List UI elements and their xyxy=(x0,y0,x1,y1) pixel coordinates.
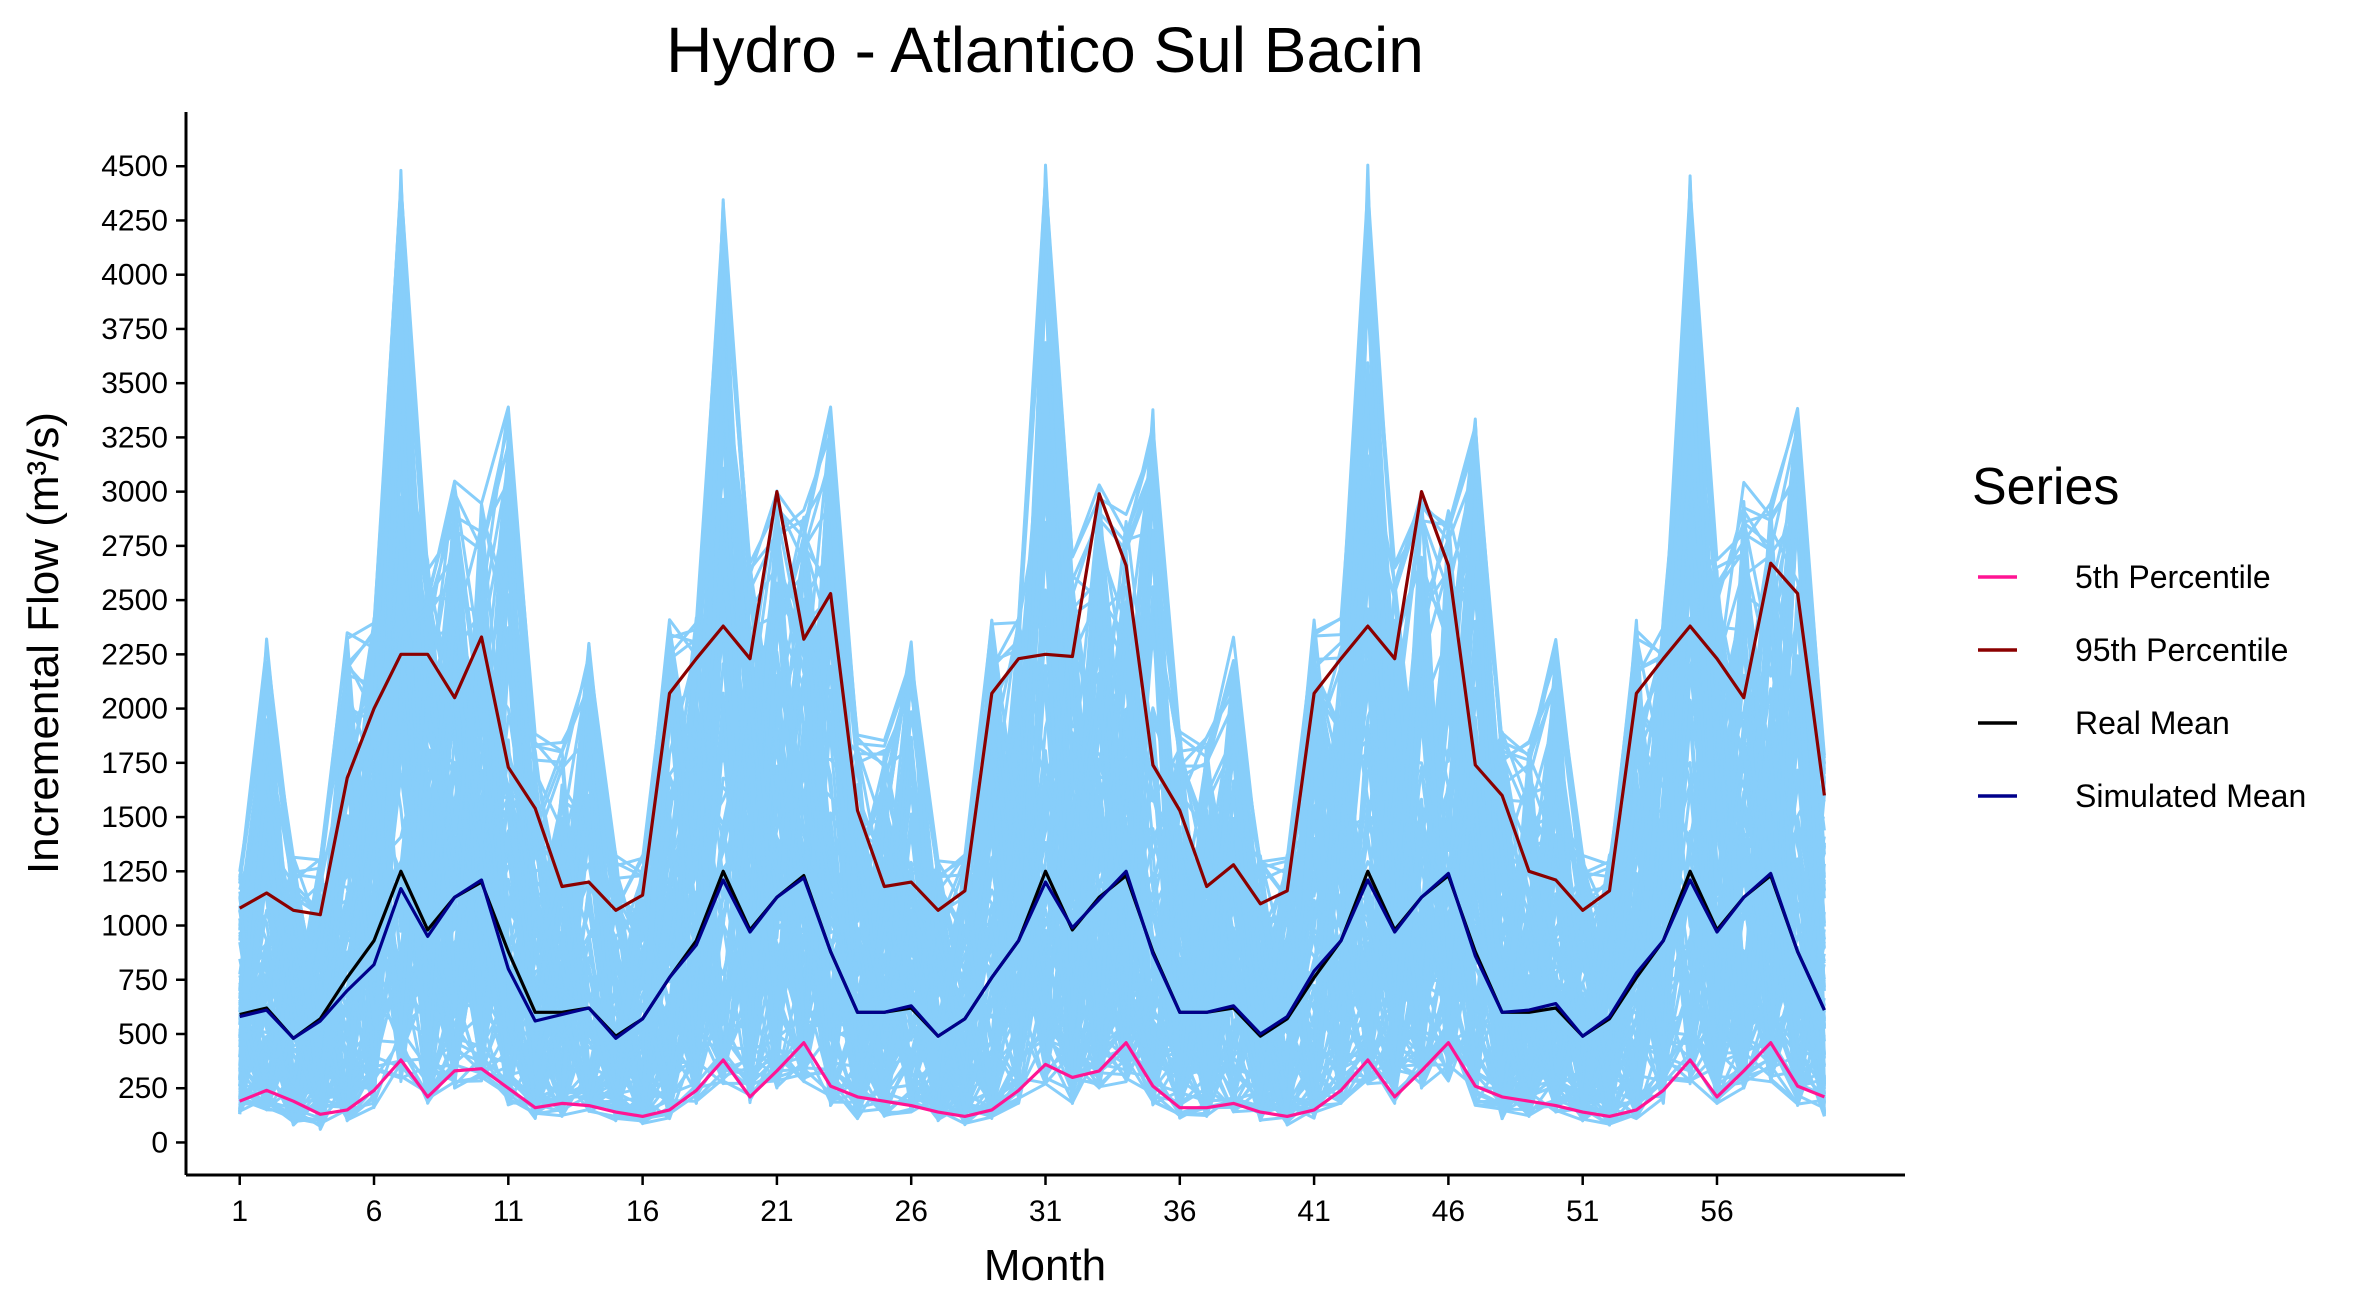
legend-label: 95th Percentile xyxy=(2075,632,2288,668)
x-tick-label: 21 xyxy=(760,1195,793,1228)
y-tick-label: 3500 xyxy=(101,367,168,400)
y-tick-label: 4000 xyxy=(101,259,168,292)
chart-title: Hydro - Atlantico Sul Bacin xyxy=(666,14,1424,86)
y-tick-label: 2500 xyxy=(101,584,168,617)
y-tick-label: 4250 xyxy=(101,204,168,237)
y-axis-title: Incremental Flow (m³/s) xyxy=(19,412,68,874)
y-tick-label: 1000 xyxy=(101,910,168,943)
y-tick-label: 3750 xyxy=(101,313,168,346)
y-tick-label: 2750 xyxy=(101,530,168,563)
x-tick-label: 26 xyxy=(895,1195,928,1228)
x-tick-label: 6 xyxy=(366,1195,383,1228)
y-tick-label: 250 xyxy=(118,1072,168,1105)
x-tick-label: 16 xyxy=(626,1195,659,1228)
y-tick-label: 1500 xyxy=(101,801,168,834)
y-tick-label: 3250 xyxy=(101,421,168,454)
y-tick-label: 0 xyxy=(151,1126,168,1159)
series-line-simulated-mean xyxy=(239,869,1826,1040)
y-tick-label: 3000 xyxy=(101,476,168,509)
x-tick-label: 56 xyxy=(1700,1195,1733,1228)
simulation-line xyxy=(238,503,1826,1127)
y-tick-label: 1750 xyxy=(101,747,168,780)
y-tick-label: 2250 xyxy=(101,638,168,671)
y-tick-label: 500 xyxy=(118,1018,168,1051)
y-axis-ticks: 0 250 500 750 1000 1250 1500 1750 2000 2250 2500 27… xyxy=(101,150,186,1159)
y-tick-label: 2000 xyxy=(101,693,168,726)
legend-label: Simulated Mean xyxy=(2075,778,2306,814)
series-line-real-mean xyxy=(239,869,1826,1040)
simulation-line xyxy=(238,189,1826,1122)
x-axis-title: Month xyxy=(984,1241,1106,1290)
x-tick-label: 46 xyxy=(1432,1195,1465,1228)
x-tick-label: 36 xyxy=(1163,1195,1196,1228)
y-tick-label: 750 xyxy=(118,964,168,997)
x-tick-label: 31 xyxy=(1029,1195,1062,1228)
x-tick-label: 41 xyxy=(1297,1195,1330,1228)
y-tick-label: 4500 xyxy=(101,150,168,183)
series-lines xyxy=(238,490,1826,1119)
x-tick-label: 1 xyxy=(231,1195,248,1228)
series-line-5th-percentile xyxy=(239,1041,1825,1119)
simulation-line xyxy=(238,201,1826,1124)
series-line-95th-percentile xyxy=(238,490,1826,917)
plot-area xyxy=(238,163,1826,1131)
legend-label: Real Mean xyxy=(2075,705,2230,741)
y-tick-label: 1250 xyxy=(101,855,168,888)
legend: Series 5th Percentile 95th Percentile Real… xyxy=(1972,458,2306,814)
legend-label: 5th Percentile xyxy=(2075,559,2271,595)
x-tick-label: 51 xyxy=(1566,1195,1599,1228)
legend-title: Series xyxy=(1972,458,2119,516)
simulation-line xyxy=(238,195,1826,1115)
x-tick-label: 11 xyxy=(493,1195,524,1228)
x-axis-ticks: 1 6 11 16 21 26 31 36 41 46 51 56 xyxy=(231,1175,1734,1228)
